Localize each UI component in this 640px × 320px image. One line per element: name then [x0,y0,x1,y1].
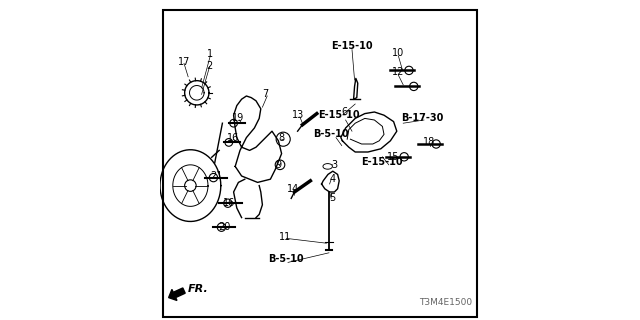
Text: 8: 8 [278,132,285,143]
Text: 20: 20 [218,222,230,232]
Ellipse shape [324,165,332,168]
Text: 11: 11 [278,232,291,242]
Text: 19: 19 [232,113,244,124]
Text: B-17-30: B-17-30 [401,113,444,124]
Text: T3M4E1500: T3M4E1500 [419,298,472,307]
Text: 7: 7 [262,89,269,100]
Text: E-15-10: E-15-10 [362,156,403,167]
Text: FR.: FR. [188,284,209,294]
Text: 10: 10 [392,48,404,58]
Text: 3: 3 [332,160,337,170]
Text: 13: 13 [291,110,304,120]
Text: B-5-10: B-5-10 [269,254,304,264]
Text: 4: 4 [330,174,336,184]
Text: 18: 18 [422,137,435,148]
Text: 14: 14 [287,184,299,194]
Text: 16: 16 [227,132,239,143]
Text: 9: 9 [275,160,282,170]
Text: 6: 6 [341,107,347,117]
Text: 17: 17 [178,57,190,68]
FancyArrow shape [169,288,185,300]
Text: 16: 16 [223,198,235,208]
Text: E-15-10: E-15-10 [331,41,373,52]
Ellipse shape [323,164,332,169]
Text: 12: 12 [392,67,404,77]
Text: B-5-10: B-5-10 [314,129,349,140]
Text: E-15-10: E-15-10 [318,110,360,120]
Text: 21: 21 [210,171,222,181]
Text: 15: 15 [387,152,400,162]
Text: 2: 2 [207,60,212,71]
Text: 5: 5 [330,193,336,204]
Text: 1: 1 [207,49,212,60]
